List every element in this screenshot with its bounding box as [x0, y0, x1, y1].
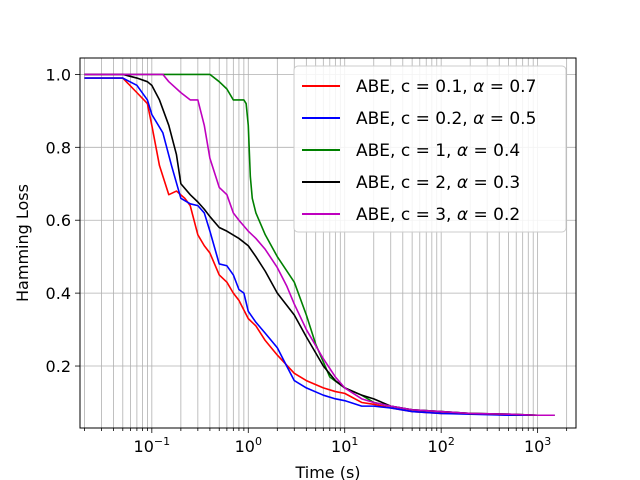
legend-label-1: ABE, c = 0.1, α = 0.7: [356, 77, 536, 97]
x-axis-label: Time (s): [294, 463, 360, 480]
legend-label-5: ABE, c = 3, α = 0.2: [356, 205, 520, 225]
y-axis-label: Hamming Loss: [13, 184, 32, 302]
y-tick-label: 1.0: [46, 65, 71, 84]
legend-label-2: ABE, c = 0.2, α = 0.5: [356, 109, 536, 129]
legend-label-4: ABE, c = 2, α = 0.3: [356, 173, 520, 193]
series-line-2: [84, 77, 555, 417]
series-layer: [84, 73, 555, 417]
y-tick-label: 0.4: [46, 284, 71, 303]
y-tick-label: 0.6: [46, 211, 71, 230]
y-tick-label: 0.2: [46, 357, 71, 376]
legend-label-3: ABE, c = 1, α = 0.4: [356, 141, 520, 161]
series-line-5: [84, 73, 555, 417]
grid: [80, 58, 576, 428]
y-tick-label: 0.8: [46, 138, 71, 157]
plot-frame: [79, 57, 577, 429]
legend-box: [293, 65, 567, 233]
legend: ABE, c = 0.1, α = 0.7 ABE, c = 0.2, α = 0…: [293, 65, 567, 233]
